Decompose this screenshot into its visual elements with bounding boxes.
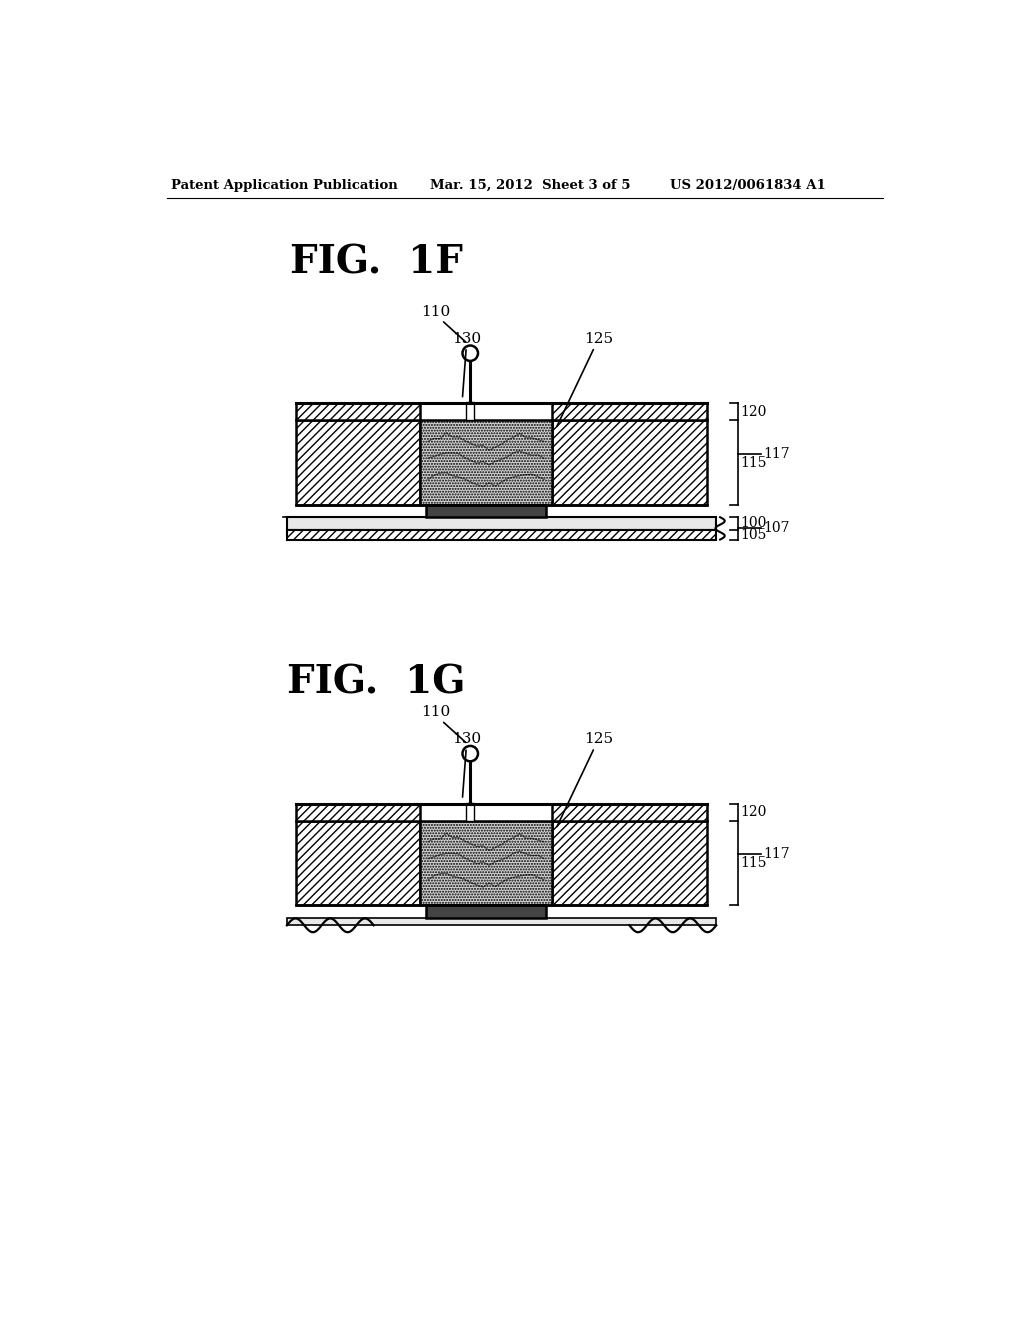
Text: 117: 117 [764,847,791,862]
Text: Mar. 15, 2012  Sheet 3 of 5: Mar. 15, 2012 Sheet 3 of 5 [430,178,631,191]
Bar [466,403,474,420]
Bar [552,821,707,906]
Text: 120: 120 [740,405,767,418]
Bar [287,517,716,529]
Text: 107: 107 [764,521,790,536]
Text: US 2012/0061834 A1: US 2012/0061834 A1 [671,178,826,191]
Bar [552,804,707,821]
Bar [287,917,716,925]
Text: Patent Application Publication: Patent Application Publication [171,178,397,191]
Bar [296,404,420,420]
Text: 110: 110 [421,305,450,318]
Bar [552,420,707,506]
Bar [552,404,707,420]
Text: 110: 110 [421,705,450,719]
Bar [296,821,420,906]
Bar [426,504,546,517]
Circle shape [463,346,478,360]
Bar [426,906,546,917]
Text: 130: 130 [452,731,481,746]
Text: FIG.  1F: FIG. 1F [290,243,463,281]
Bar [420,420,552,506]
Bar [466,803,474,821]
Text: 117: 117 [764,447,791,461]
Bar [296,804,420,821]
Text: 115: 115 [740,455,767,470]
Bar [420,821,552,906]
Bar [296,420,420,506]
Circle shape [463,746,478,762]
Text: FIG.  1G: FIG. 1G [287,663,465,701]
Text: 105: 105 [740,528,767,541]
Text: 120: 120 [740,805,767,820]
Text: 100: 100 [740,516,767,531]
Text: 125: 125 [584,331,613,346]
Text: 125: 125 [584,731,613,746]
Bar [287,529,716,540]
Text: 115: 115 [740,855,767,870]
Text: 130: 130 [452,331,481,346]
